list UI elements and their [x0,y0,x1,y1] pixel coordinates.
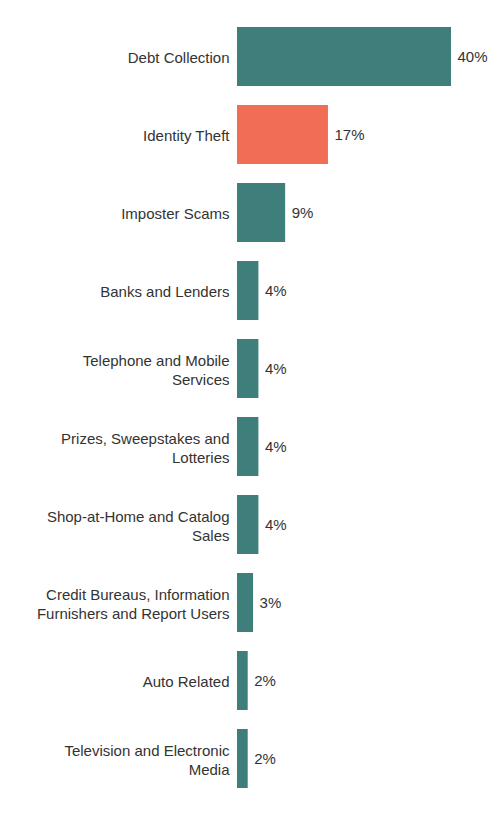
svg-text:2%: 2% [254,750,276,767]
svg-text:3%: 3% [260,594,282,611]
svg-text:4%: 4% [265,516,287,533]
svg-text:40%: 40% [458,48,488,65]
svg-text:9%: 9% [292,204,314,221]
svg-text:4%: 4% [265,438,287,455]
svg-text:Telephone and MobileServices: Telephone and MobileServices [83,351,230,388]
svg-text:Banks and Lenders: Banks and Lenders [100,283,229,300]
svg-text:Credit Bureaus, InformationFur: Credit Bureaus, InformationFurnishers an… [37,585,230,622]
svg-text:Debt Collection: Debt Collection [128,49,230,66]
svg-text:Television and ElectronicMedia: Television and ElectronicMedia [64,741,230,778]
svg-text:Auto Related: Auto Related [143,673,230,690]
svg-text:4%: 4% [265,360,287,377]
svg-text:Prizes, Sweepstakes andLotteri: Prizes, Sweepstakes andLotteries [61,429,229,466]
svg-text:17%: 17% [334,126,364,143]
svg-text:Imposter Scams: Imposter Scams [121,205,229,222]
svg-text:Shop-at-Home and CatalogSales: Shop-at-Home and CatalogSales [47,507,230,544]
svg-text:2%: 2% [254,672,276,689]
svg-text:Identity Theft: Identity Theft [143,127,230,144]
svg-text:4%: 4% [265,282,287,299]
